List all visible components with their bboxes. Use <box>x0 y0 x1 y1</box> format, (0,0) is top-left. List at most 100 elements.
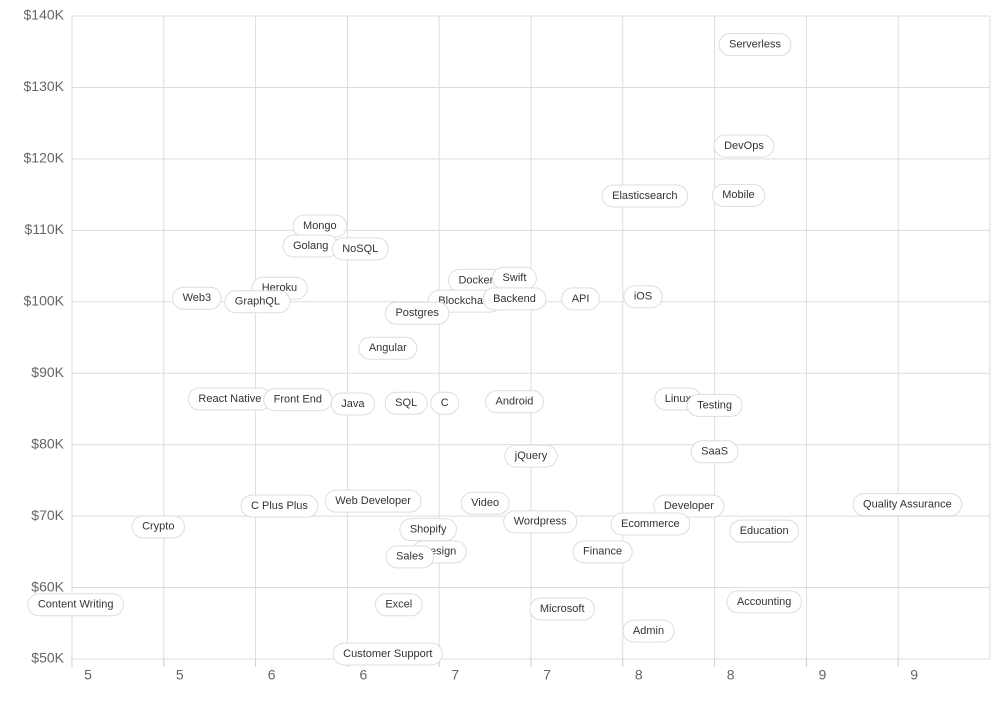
skill-point: Swift <box>492 266 537 290</box>
y-tick-label: $60K <box>31 578 64 594</box>
y-tick-label: $100K <box>24 292 65 308</box>
y-tick-label: $120K <box>24 150 65 166</box>
point-pill <box>726 590 802 614</box>
point-label: Front End <box>274 394 322 406</box>
x-tick-label: 5 <box>84 667 92 683</box>
point-pill <box>653 494 725 518</box>
point-pill <box>713 134 775 158</box>
skill-point: React Native <box>187 387 272 411</box>
point-pill <box>332 642 443 666</box>
x-tick-label: 6 <box>268 667 276 683</box>
skill-point: Web Developer <box>324 489 422 513</box>
skill-point: C Plus Plus <box>240 494 319 518</box>
skill-point: Education <box>729 519 800 543</box>
skill-point: Sales <box>385 545 435 569</box>
point-label: jQuery <box>514 450 548 462</box>
point-label: React Native <box>198 393 261 405</box>
point-label: Mobile <box>722 189 754 201</box>
point-pill <box>430 391 460 415</box>
point-label: Backend <box>493 293 536 305</box>
point-pill <box>622 619 675 643</box>
x-tick-label: 8 <box>727 667 735 683</box>
skill-point: Mobile <box>711 183 766 207</box>
point-pill <box>729 519 800 543</box>
point-pill <box>561 287 600 311</box>
point-label: Developer <box>664 500 714 512</box>
point-pill <box>384 391 428 415</box>
point-pill <box>852 493 963 517</box>
point-label: C <box>441 397 449 409</box>
y-tick-label: $80K <box>31 435 64 451</box>
point-pill <box>482 287 547 311</box>
point-label: Crypto <box>142 521 174 533</box>
point-pill <box>623 285 663 309</box>
skill-point: Backend <box>482 287 547 311</box>
point-label: Serverless <box>729 38 781 50</box>
point-pill <box>172 286 222 310</box>
skill-point: Ecommerce <box>610 512 691 536</box>
point-label: Excel <box>385 599 412 611</box>
y-tick-label: $50K <box>31 650 64 666</box>
skill-point: Accounting <box>726 590 802 614</box>
point-label: Web3 <box>183 292 212 304</box>
x-tick-label: 6 <box>360 667 368 683</box>
point-pill <box>503 510 578 534</box>
point-label: Content Writing <box>38 599 114 611</box>
point-pill <box>485 390 544 414</box>
skill-point: C <box>430 391 460 415</box>
skill-point: Java <box>330 392 376 416</box>
point-label: Swift <box>503 272 527 284</box>
point-label: Video <box>471 497 499 509</box>
skill-point: NoSQL <box>331 237 389 261</box>
point-label: API <box>572 293 590 305</box>
point-pill <box>460 491 510 515</box>
point-pill <box>690 440 739 464</box>
skill-point: SaaS <box>690 440 739 464</box>
point-label: Accounting <box>737 596 791 608</box>
point-label: Education <box>740 525 789 537</box>
x-tick-label: 9 <box>819 667 827 683</box>
skill-point: DevOps <box>713 134 775 158</box>
skill-point: Android <box>485 390 544 414</box>
skill-point: Angular <box>358 336 418 360</box>
skill-point: Customer Support <box>332 642 443 666</box>
point-pill <box>330 392 376 416</box>
point-label: Golang <box>293 240 328 252</box>
point-label: Wordpress <box>514 516 567 528</box>
point-label: NoSQL <box>342 243 378 255</box>
skill-point: Elasticsearch <box>601 184 689 208</box>
skill-point: Developer <box>653 494 725 518</box>
point-label: Mongo <box>303 220 337 232</box>
point-label: Customer Support <box>343 648 432 660</box>
point-label: Postgres <box>395 307 439 319</box>
point-label: C Plus Plus <box>251 500 308 512</box>
point-label: DevOps <box>724 140 764 152</box>
point-label: Testing <box>697 399 732 411</box>
point-label: Microsoft <box>540 603 585 615</box>
point-label: Blockchain <box>438 295 491 307</box>
skill-point: SQL <box>384 391 428 415</box>
point-label: Android <box>496 396 534 408</box>
point-pill <box>374 593 423 617</box>
skill-point: Mongo <box>292 214 348 238</box>
point-pill <box>324 489 422 513</box>
y-tick-label: $90K <box>31 364 64 380</box>
x-tick-label: 9 <box>910 667 918 683</box>
point-pill <box>384 301 450 325</box>
x-tick-label: 5 <box>176 667 184 683</box>
point-label: iOS <box>634 291 652 303</box>
point-label: SQL <box>395 397 417 409</box>
point-label: Web Developer <box>335 495 411 507</box>
point-pill <box>711 183 766 207</box>
y-tick-label: $70K <box>31 507 64 523</box>
point-pill <box>358 336 418 360</box>
skill-point: Shopify <box>399 518 458 542</box>
point-label: Quality Assurance <box>863 499 952 511</box>
skill-point: jQuery <box>504 444 558 468</box>
skill-point: Admin <box>622 619 675 643</box>
skill-point: GraphQL <box>224 290 291 314</box>
point-pill <box>331 237 389 261</box>
skill-point: Testing <box>686 393 743 417</box>
x-tick-label: 8 <box>635 667 643 683</box>
point-label: Sales <box>396 551 424 563</box>
